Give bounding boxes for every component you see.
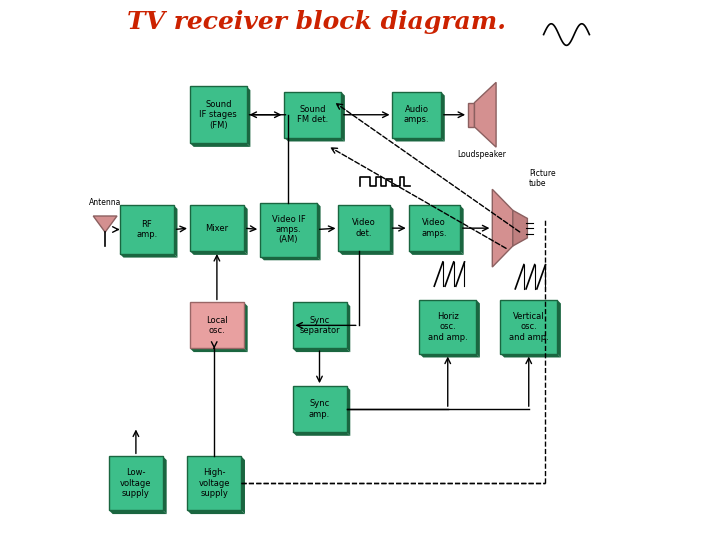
- Polygon shape: [246, 86, 251, 147]
- Polygon shape: [390, 205, 394, 255]
- Polygon shape: [460, 205, 464, 255]
- Polygon shape: [557, 300, 561, 357]
- Polygon shape: [346, 302, 350, 352]
- Polygon shape: [174, 205, 178, 258]
- Text: Sound
IF stages
(FM): Sound IF stages (FM): [199, 100, 237, 130]
- Polygon shape: [190, 251, 248, 255]
- Text: Horiz
osc.
and amp.: Horiz osc. and amp.: [428, 312, 467, 342]
- Bar: [500, 300, 557, 354]
- Bar: [109, 456, 163, 510]
- Polygon shape: [317, 202, 320, 260]
- Polygon shape: [492, 190, 513, 267]
- Polygon shape: [409, 251, 464, 255]
- Text: Local
osc.: Local osc.: [206, 316, 228, 335]
- Text: Sync
amp.: Sync amp.: [309, 400, 330, 419]
- Polygon shape: [338, 251, 394, 255]
- Polygon shape: [190, 143, 251, 147]
- Bar: [392, 92, 441, 138]
- Text: Picture
tube: Picture tube: [529, 168, 556, 188]
- Bar: [409, 205, 460, 251]
- Bar: [187, 456, 241, 510]
- Polygon shape: [109, 510, 167, 514]
- Bar: [190, 302, 244, 348]
- Polygon shape: [260, 256, 320, 260]
- Polygon shape: [292, 432, 350, 436]
- Text: Sound
FM det.: Sound FM det.: [297, 105, 328, 124]
- Polygon shape: [292, 348, 350, 352]
- Polygon shape: [500, 354, 561, 357]
- Text: TV receiver block diagram.: TV receiver block diagram.: [127, 10, 506, 33]
- Polygon shape: [419, 354, 480, 357]
- Polygon shape: [346, 386, 350, 436]
- Polygon shape: [441, 92, 445, 141]
- Polygon shape: [241, 456, 245, 514]
- Bar: [338, 205, 390, 251]
- Text: Low-
voltage
supply: Low- voltage supply: [120, 468, 152, 498]
- Bar: [260, 202, 317, 256]
- Polygon shape: [474, 82, 496, 147]
- Polygon shape: [190, 348, 248, 352]
- Text: Mixer: Mixer: [205, 224, 228, 233]
- Polygon shape: [94, 216, 117, 232]
- Text: Video
amps.: Video amps.: [421, 219, 447, 238]
- Bar: [292, 302, 346, 348]
- Polygon shape: [284, 138, 345, 141]
- Polygon shape: [513, 210, 528, 246]
- Polygon shape: [392, 138, 445, 141]
- Bar: [292, 386, 346, 432]
- Text: High-
voltage
supply: High- voltage supply: [199, 468, 230, 498]
- Bar: [468, 103, 474, 127]
- Text: Video IF
amps.
(AM): Video IF amps. (AM): [271, 214, 305, 245]
- Polygon shape: [244, 205, 248, 255]
- Text: Sync
separator: Sync separator: [300, 316, 340, 335]
- Text: Video
det.: Video det.: [352, 219, 376, 238]
- Bar: [284, 92, 341, 138]
- Polygon shape: [187, 510, 245, 514]
- Polygon shape: [244, 302, 248, 352]
- Bar: [190, 86, 246, 143]
- Text: RF
amp.: RF amp.: [136, 220, 158, 239]
- Polygon shape: [163, 456, 167, 514]
- Text: Loudspeaker: Loudspeaker: [457, 150, 506, 159]
- Text: Audio
amps.: Audio amps.: [404, 105, 430, 124]
- Text: Antenna: Antenna: [89, 198, 121, 207]
- Bar: [120, 205, 174, 254]
- Polygon shape: [341, 92, 345, 141]
- Bar: [190, 205, 244, 251]
- Text: Vertical
osc.
and amp.: Vertical osc. and amp.: [509, 312, 549, 342]
- Bar: [419, 300, 476, 354]
- Polygon shape: [476, 300, 480, 357]
- Polygon shape: [120, 254, 178, 258]
